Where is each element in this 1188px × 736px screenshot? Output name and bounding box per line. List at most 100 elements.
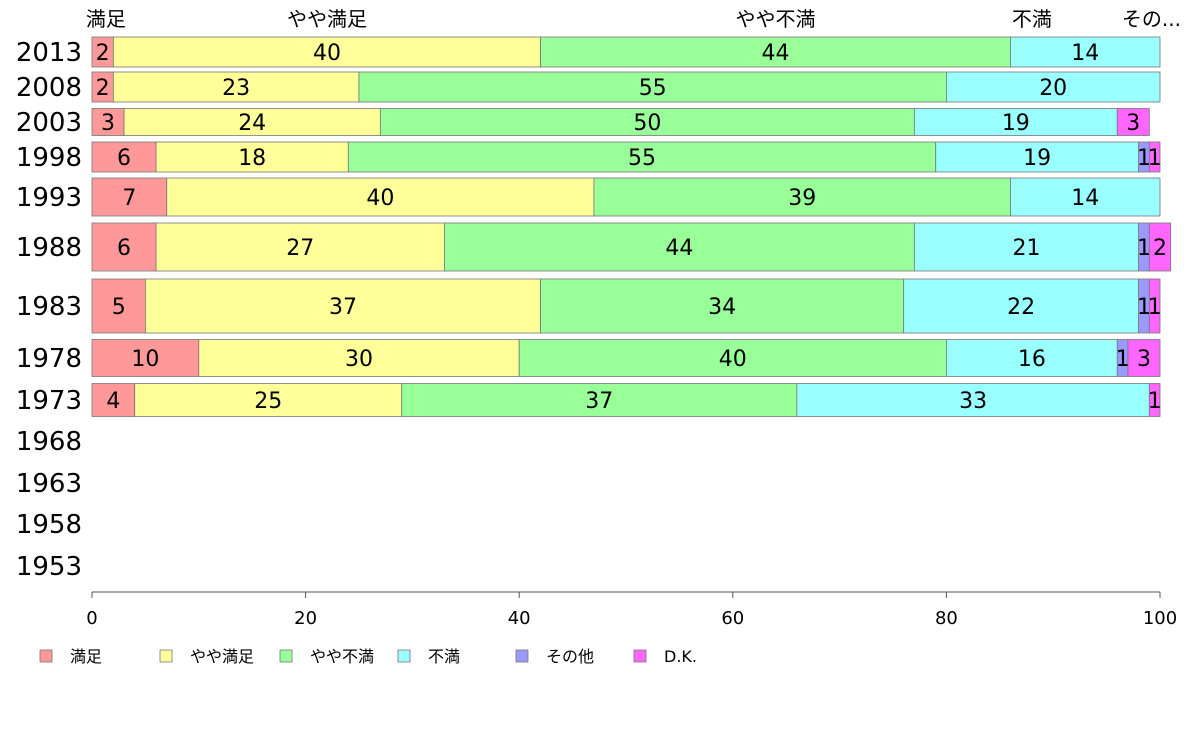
y-tick-label-1983: 1983 xyxy=(16,292,82,322)
bar-segment-1998-0 xyxy=(91,141,157,173)
legend-swatch-2 xyxy=(279,649,293,663)
data-label-1983-3: 22 xyxy=(1007,295,1035,320)
y-tick-label-1968: 1968 xyxy=(16,427,82,457)
y-tick-label-1963: 1963 xyxy=(16,469,82,499)
legend-swatch-4 xyxy=(515,649,529,663)
data-label-2008-3: 20 xyxy=(1039,76,1067,101)
data-label-2013-0: 2 xyxy=(96,41,110,66)
bar-segment-1988-5 xyxy=(1148,222,1172,272)
legend-swatch-1 xyxy=(159,649,173,663)
data-label-2008-2: 55 xyxy=(639,76,667,101)
bar-segment-1998-2 xyxy=(347,141,937,173)
data-label-2003-1: 24 xyxy=(238,111,266,136)
x-axis: 0 20 40 60 80 100 xyxy=(86,591,1177,629)
data-label-1993-3: 14 xyxy=(1071,186,1099,211)
data-label-1998-1: 18 xyxy=(238,146,266,171)
data-label-1998-4: 1 xyxy=(1137,146,1151,171)
legend-label-2: やや不満 xyxy=(310,647,374,666)
bar-segment-1983-0 xyxy=(91,278,146,334)
top-label-1: やや満足 xyxy=(287,7,367,31)
top-label-3: 不満 xyxy=(1012,7,1052,31)
bar-segment-2003-1 xyxy=(123,108,381,136)
data-label-1998-5: 1 xyxy=(1148,146,1162,171)
data-label-1988-5: 2 xyxy=(1153,236,1167,261)
data-label-2013-2: 44 xyxy=(762,41,790,66)
y-tick-label-1988: 1988 xyxy=(16,233,82,263)
top-label-2: やや不満 xyxy=(736,7,816,31)
bar-segment-1978-1 xyxy=(198,339,520,377)
x-tick-label-60: 60 xyxy=(721,608,744,629)
x-tick-label-20: 20 xyxy=(294,608,317,629)
bar-segment-2013-3 xyxy=(1010,36,1161,68)
legend-swatch-3 xyxy=(397,649,411,663)
data-label-2008-0: 2 xyxy=(96,76,110,101)
bar-segment-2013-1 xyxy=(112,36,541,68)
data-label-1983-5: 1 xyxy=(1148,295,1162,320)
bars: 2 40 44 142 23 55 203 24 50 19 36 18 55 19 117 40 39 146 2… xyxy=(91,36,1172,417)
y-tick-label-1973: 1973 xyxy=(16,386,82,416)
data-label-2013-1: 40 xyxy=(313,41,341,66)
data-label-1993-2: 39 xyxy=(788,186,816,211)
bar-segment-1988-3 xyxy=(913,222,1140,272)
data-label-1998-3: 19 xyxy=(1023,146,1051,171)
bar-segment-2003-0 xyxy=(91,108,125,136)
bar-segment-1993-2 xyxy=(593,177,1011,217)
legend-label-0: 満足 xyxy=(70,647,102,666)
data-label-2003-3: 19 xyxy=(1002,111,1030,136)
data-label-1978-1: 30 xyxy=(345,347,373,372)
bar-segment-1998-5 xyxy=(1148,141,1161,173)
top-label-0: 満足 xyxy=(86,7,126,31)
bar-segment-1993-3 xyxy=(1010,177,1161,217)
legend-label-5: D.K. xyxy=(664,647,697,666)
data-label-1978-2: 40 xyxy=(719,347,747,372)
bar-segment-1978-2 xyxy=(518,339,947,377)
bar-segment-1988-2 xyxy=(444,222,915,272)
bar-segment-1983-2 xyxy=(540,278,905,334)
top-labels: 満足 やや満足 やや不満 不満 その... xyxy=(86,7,1181,31)
legend-label-3: 不満 xyxy=(428,647,460,666)
data-label-2003-5: 3 xyxy=(1126,111,1140,136)
data-label-1973-5: 1 xyxy=(1148,389,1162,414)
bar-segment-1988-1 xyxy=(155,222,445,272)
data-label-1983-2: 34 xyxy=(708,295,736,320)
x-tick-label-80: 80 xyxy=(935,608,958,629)
data-label-1973-3: 33 xyxy=(959,389,987,414)
data-label-1978-3: 16 xyxy=(1018,347,1046,372)
bar-segment-2003-3 xyxy=(913,108,1118,136)
bar-segment-1973-2 xyxy=(401,383,798,417)
bar-segment-1973-1 xyxy=(134,383,403,417)
y-tick-label-1958: 1958 xyxy=(16,510,82,540)
legend-label-4: その他 xyxy=(546,647,594,666)
top-label-4: その... xyxy=(1122,7,1181,31)
y-tick-label-2008: 2008 xyxy=(16,73,82,103)
bar-segment-2003-2 xyxy=(379,108,915,136)
data-label-1988-1: 27 xyxy=(286,236,314,261)
data-label-1993-0: 7 xyxy=(122,186,136,211)
data-label-1973-2: 37 xyxy=(585,389,613,414)
y-tick-label-1998: 1998 xyxy=(16,143,82,173)
data-label-2013-3: 14 xyxy=(1071,41,1099,66)
y-tick-label-2013: 2013 xyxy=(16,38,82,68)
data-label-1983-0: 5 xyxy=(112,295,126,320)
x-tick-label-100: 100 xyxy=(1143,608,1177,629)
bar-segment-1973-5 xyxy=(1148,383,1161,417)
data-label-2003-2: 50 xyxy=(633,111,661,136)
data-label-2008-1: 23 xyxy=(222,76,250,101)
data-label-2003-0: 3 xyxy=(101,111,115,136)
data-label-1973-1: 25 xyxy=(254,389,282,414)
y-tick-label-1993: 1993 xyxy=(16,183,82,213)
data-label-1988-2: 44 xyxy=(665,236,693,261)
legend-swatch-0 xyxy=(39,649,53,663)
data-label-1983-1: 37 xyxy=(329,295,357,320)
bar-segment-1998-1 xyxy=(155,141,349,173)
y-axis-labels: 2013 2008 2003 1998 1993 1988 1983 1978 1973 1968… xyxy=(16,38,82,582)
bar-segment-2008-1 xyxy=(112,71,360,103)
bar-segment-1993-1 xyxy=(166,177,595,217)
bar-segment-2008-2 xyxy=(358,71,947,103)
y-tick-label-2003: 2003 xyxy=(16,108,82,138)
bar-segment-2013-2 xyxy=(540,36,1011,68)
data-label-1998-0: 6 xyxy=(117,146,131,171)
data-label-1993-1: 40 xyxy=(366,186,394,211)
data-label-1988-3: 21 xyxy=(1013,236,1041,261)
